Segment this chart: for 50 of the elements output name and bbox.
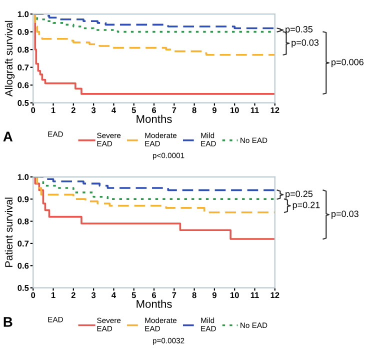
y-axis-title: Patient survival (4, 198, 13, 267)
x-tick-label: 4 (112, 292, 116, 298)
y-tick-label: 0.8 (18, 46, 29, 53)
x-tick-label: 1 (51, 107, 56, 114)
x-tick-label: 10 (230, 292, 239, 298)
x-tick-label: 5 (132, 107, 136, 114)
text: p=0.35 (286, 26, 313, 34)
x-tick-label: 6 (152, 107, 156, 114)
x-tick-label: 2 (71, 292, 76, 298)
y-tick-label: 1.0 (18, 11, 29, 18)
x-tick-label: 2 (71, 107, 76, 114)
y-tick-label: 0.6 (18, 262, 29, 269)
x-tick-label: 12 (270, 107, 280, 114)
x-axis-title: Months (136, 300, 172, 308)
text: p=0.03 (292, 39, 319, 48)
x-tick-label: 6 (152, 292, 156, 298)
y-tick-label: 0.6 (18, 82, 29, 88)
y-tick-label: 0.7 (18, 64, 29, 70)
x-tick-label: 0 (31, 292, 36, 298)
x-tick-label: 7 (172, 107, 176, 114)
y-tick-label: 0.9 (18, 29, 29, 35)
text: A (3, 132, 13, 142)
x-tick-label: 9 (212, 107, 216, 114)
x-axis-title: Months (136, 114, 172, 123)
x-tick-label: 8 (192, 292, 196, 298)
x-tick-label: 0 (31, 107, 36, 114)
y-tick-label: 1.0 (18, 174, 29, 180)
y-tick-label: 0.5 (18, 100, 29, 106)
x-tick-label: 8 (192, 107, 196, 114)
x-tick-label: 11 (250, 107, 259, 114)
text: p=0.006 (332, 58, 364, 68)
y-tick-label: 0.7 (18, 240, 29, 247)
x-tick-label: 9 (212, 292, 216, 298)
y-tick-label: 0.8 (18, 218, 29, 224)
y-tick-label: 0.9 (18, 196, 29, 202)
x-tick-label: 3 (91, 292, 96, 298)
x-tick-label: 3 (91, 107, 96, 114)
x-tick-label: 12 (270, 292, 280, 298)
y-axis-title: Allograft survival (4, 20, 15, 97)
text: B (4, 317, 12, 327)
text: p=0.03 (332, 210, 358, 219)
text: p=0.21 (292, 202, 320, 210)
x-tick-label: 7 (172, 292, 176, 298)
y-tick-label: 0.5 (18, 285, 29, 291)
x-tick-label: 1 (51, 292, 56, 298)
x-tick-label: 10 (230, 107, 239, 114)
x-tick-label: 11 (250, 292, 259, 298)
text: p=0.25 (286, 190, 313, 199)
x-tick-label: 4 (112, 107, 116, 114)
x-tick-label: 5 (132, 292, 136, 298)
